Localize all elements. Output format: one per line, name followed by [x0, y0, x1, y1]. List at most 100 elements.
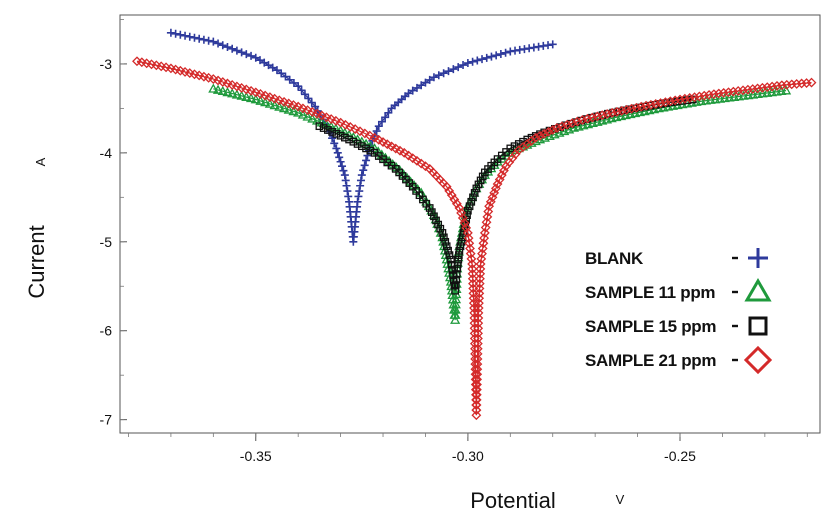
data-point [645, 99, 656, 110]
data-point [459, 218, 470, 228]
data-point [467, 197, 476, 206]
data-point [473, 333, 483, 344]
x-tick-label: -0.30 [452, 448, 484, 464]
data-point [264, 98, 276, 108]
data-point [223, 43, 232, 52]
data-point [269, 93, 280, 104]
data-point [453, 260, 462, 268]
data-point [474, 283, 485, 294]
data-point [360, 161, 369, 170]
data-point [470, 384, 481, 395]
data-point [288, 106, 299, 116]
y-tick-label: -7 [100, 412, 113, 428]
data-point [227, 88, 238, 98]
data-point [390, 143, 401, 154]
data-point [274, 95, 285, 106]
data-point [260, 90, 271, 101]
data-point [176, 30, 185, 39]
data-point [344, 192, 353, 201]
data-point [457, 237, 466, 246]
data-point [294, 82, 303, 91]
data-point [723, 87, 734, 98]
data-point [552, 123, 562, 133]
data-point [704, 89, 715, 100]
data-point [470, 189, 479, 197]
data-point [475, 273, 485, 284]
data-point [718, 87, 729, 98]
data-point [456, 242, 465, 251]
data-point [453, 264, 462, 273]
legend-triangle-marker [744, 278, 772, 302]
data-point [449, 194, 460, 205]
data-point [650, 99, 661, 109]
data-point [679, 93, 690, 104]
data-point [311, 115, 323, 125]
legend-square-marker [748, 316, 768, 336]
data-point [582, 113, 593, 124]
data-point [473, 308, 484, 318]
data-point [478, 172, 487, 181]
y-tick-label: -5 [100, 234, 113, 250]
data-point [342, 181, 351, 190]
y-axis-title: Current [24, 225, 49, 298]
x-tick-label: -0.35 [240, 448, 272, 464]
data-point [377, 117, 386, 126]
data-point [434, 71, 443, 80]
data-point [562, 119, 573, 130]
data-point [592, 111, 603, 122]
data-point [641, 100, 651, 111]
data-point [457, 213, 468, 223]
data-point [472, 379, 482, 390]
data-point [427, 208, 436, 216]
data-point [472, 374, 483, 385]
data-point [340, 133, 349, 142]
data-point [464, 238, 475, 249]
data-point [473, 318, 484, 329]
data-point [466, 253, 477, 264]
legend-diamond-marker [743, 345, 773, 375]
data-point [374, 122, 383, 131]
data-point [302, 111, 313, 121]
data-point [467, 268, 478, 279]
data-point [335, 153, 344, 162]
data-point [338, 162, 347, 171]
data-point [625, 105, 633, 114]
data-point [469, 193, 477, 202]
data-point [222, 87, 233, 97]
data-point [454, 63, 463, 72]
data-point [684, 93, 695, 103]
data-point [616, 105, 627, 116]
data-point [307, 113, 318, 123]
data-point [345, 122, 356, 132]
data-point [523, 135, 532, 144]
data-point [199, 35, 208, 44]
data-point [450, 299, 461, 309]
data-point [408, 86, 417, 95]
data-point [218, 41, 227, 50]
data-point [454, 255, 463, 264]
data-point [420, 161, 431, 172]
data-point [675, 94, 685, 105]
y-axis: -3 -4 -5 -6 -7 [100, 19, 127, 428]
data-point [463, 233, 474, 244]
data-point [472, 338, 483, 349]
legend-label: SAMPLE 21 ppm [585, 351, 716, 370]
data-point [496, 50, 505, 59]
data-point [349, 137, 358, 146]
data-point [416, 158, 427, 169]
data-point [473, 56, 482, 65]
data-point [316, 117, 327, 127]
data-point [217, 85, 228, 96]
data-point [470, 379, 481, 390]
data-point [709, 89, 719, 100]
data-point [472, 359, 483, 369]
data-point [530, 132, 541, 143]
data-point [492, 51, 501, 60]
data-point [343, 187, 352, 196]
data-point [612, 106, 622, 117]
data-point [181, 31, 190, 40]
data-point [474, 288, 485, 299]
data-point [464, 206, 472, 215]
series-layer [132, 28, 817, 421]
data-point [293, 101, 304, 112]
